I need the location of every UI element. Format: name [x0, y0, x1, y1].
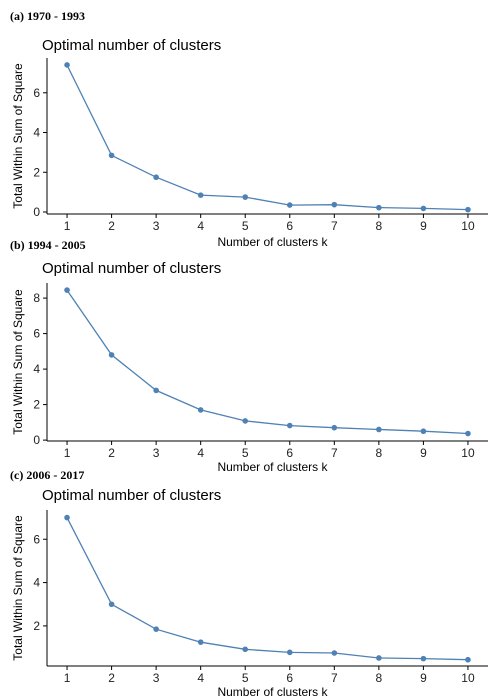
x-tick-label: 7 [331, 446, 338, 460]
y-tick-label: 4 [33, 362, 40, 376]
data-point [153, 174, 159, 181]
y-tick-label: 6 [33, 327, 40, 341]
data-point [331, 650, 338, 656]
y-tick-label: 8 [33, 291, 40, 305]
data-point [242, 194, 249, 200]
chart-panel-3: (c) 2006 - 2017 Optimal number of cluster… [10, 468, 488, 699]
chart-title: Optimal number of clusters [42, 260, 221, 277]
data-point [376, 426, 382, 433]
data-point [331, 201, 338, 208]
series-line [66, 289, 469, 435]
y-tick-label: 6 [33, 532, 40, 546]
x-tick-label: 8 [376, 446, 383, 460]
x-tick-label: 10 [461, 446, 475, 460]
series-line [66, 517, 469, 661]
data-point [64, 287, 70, 293]
x-tick-label: 5 [242, 446, 249, 460]
chart-panel-2: (b) 1994 - 2005 Optimal number of cluster… [10, 238, 488, 474]
x-tick-label: 9 [420, 219, 427, 233]
data-point [286, 649, 293, 656]
data-point [108, 152, 115, 159]
data-point [108, 352, 115, 358]
x-tick-label: 2 [108, 219, 115, 233]
data-point [197, 407, 204, 413]
x-tick-label: 3 [153, 219, 160, 233]
data-point [376, 204, 382, 211]
data-point [64, 514, 70, 521]
series-line [66, 64, 469, 211]
x-tick-label: 3 [153, 671, 160, 685]
y-tick-label: 4 [33, 576, 40, 590]
data-point [331, 424, 338, 431]
x-tick-label: 8 [376, 219, 383, 233]
y-axis-label: Total Within Sum of Square [11, 289, 25, 435]
data-point [420, 428, 427, 435]
x-tick-label: 8 [376, 671, 383, 685]
y-tick-label: 6 [33, 86, 40, 100]
data-point [64, 62, 70, 68]
data-point [197, 192, 204, 198]
x-tick-label: 6 [286, 219, 293, 233]
x-tick-label: 6 [286, 671, 293, 685]
x-tick-label: 5 [242, 219, 249, 233]
data-point [153, 387, 159, 394]
x-tick-label: 2 [108, 671, 115, 685]
y-tick-label: 2 [33, 398, 40, 412]
data-point [420, 205, 427, 212]
x-tick-label: 4 [197, 219, 204, 233]
panel-label: (b) 1994 - 2005 [10, 238, 86, 252]
x-tick-label: 1 [64, 671, 71, 685]
data-point [242, 418, 249, 424]
x-tick-label: 3 [153, 446, 160, 460]
chart-title: Optimal number of clusters [42, 487, 221, 504]
x-axis-label: Number of clusters k [217, 685, 328, 699]
y-axis-label: Total Within Sum of Square [11, 63, 25, 209]
data-point [465, 656, 471, 663]
x-tick-label: 4 [197, 446, 204, 460]
x-axis-label: Number of clusters k [217, 460, 328, 474]
x-tick-label: 7 [331, 671, 338, 685]
data-point [376, 655, 382, 661]
x-axis-label: Number of clusters k [217, 235, 328, 249]
x-tick-label: 1 [64, 219, 71, 233]
data-point [465, 206, 471, 213]
chart-title: Optimal number of clusters [42, 37, 221, 54]
x-tick-label: 1 [64, 446, 71, 460]
y-tick-label: 0 [33, 205, 40, 219]
data-point [108, 601, 115, 608]
panel-label: (c) 2006 - 2017 [10, 468, 84, 482]
data-point [465, 430, 471, 437]
data-point [286, 422, 293, 429]
x-tick-label: 5 [242, 671, 249, 685]
data-point [286, 202, 293, 208]
x-tick-label: 2 [108, 446, 115, 460]
data-point [153, 626, 159, 632]
y-tick-label: 2 [33, 165, 40, 179]
data-point [420, 655, 427, 662]
data-point [242, 646, 249, 653]
x-tick-label: 7 [331, 219, 338, 233]
x-tick-label: 10 [461, 219, 475, 233]
data-point [197, 639, 204, 645]
y-tick-label: 0 [33, 433, 40, 447]
x-tick-label: 9 [420, 446, 427, 460]
panel-label: (a) 1970 - 1993 [10, 9, 85, 23]
y-tick-label: 4 [33, 126, 40, 140]
x-tick-label: 6 [286, 446, 293, 460]
chart-panel-1: (a) 1970 - 1993 Optimal number of cluster… [10, 9, 488, 249]
x-tick-label: 4 [197, 671, 204, 685]
x-tick-label: 9 [420, 671, 427, 685]
y-tick-label: 2 [33, 619, 40, 633]
x-tick-label: 10 [461, 671, 475, 685]
y-axis-label: Total Within Sum of Square [11, 515, 25, 661]
